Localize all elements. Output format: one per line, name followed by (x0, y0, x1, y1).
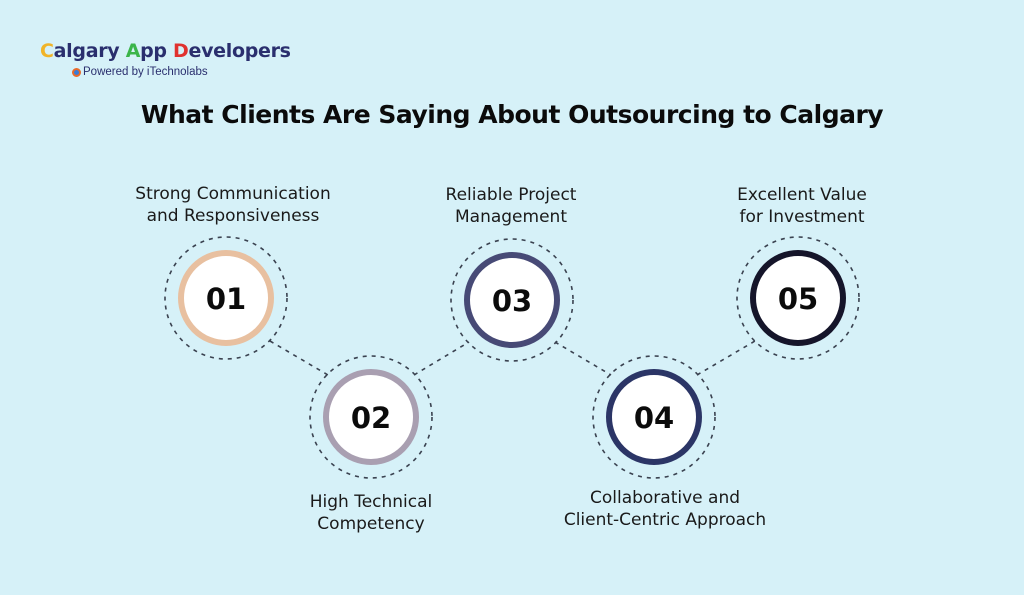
step-03-label: Reliable Project Management (445, 185, 577, 227)
connector-01-02 (269, 340, 329, 376)
step-02-label: High Technical Competency (309, 492, 433, 534)
step-number: 03 (492, 284, 532, 318)
connector-03-04 (554, 341, 612, 376)
logo: Calgary App Developers Powered by iTechn… (40, 40, 291, 78)
step-number: 02 (351, 401, 391, 435)
step-01-label: Strong Communication and Responsiveness (135, 184, 331, 226)
logo-tagline: Powered by iTechnolabs (72, 66, 208, 78)
dashed-ring (736, 236, 860, 360)
number-ring (178, 250, 274, 346)
number-ring (606, 369, 702, 465)
step-03-circle: 03 (450, 238, 574, 362)
number-ring (323, 369, 419, 465)
step-05-label: Excellent Value for Investment (737, 185, 867, 227)
step-01-circle: 01 (164, 236, 288, 360)
step-number: 01 (206, 282, 246, 316)
dashed-ring (309, 355, 433, 479)
connector-04-05 (696, 340, 756, 376)
dashed-ring (592, 355, 716, 479)
step-04-label: Collaborative and Client-Centric Approac… (563, 488, 767, 530)
page-title: What Clients Are Saying About Outsourcin… (140, 100, 884, 129)
step-number: 04 (634, 401, 674, 435)
step-05-circle: 05 (736, 236, 860, 360)
logo-wordmark: Calgary App Developers (40, 40, 291, 62)
dashed-ring (450, 238, 574, 362)
itechnolabs-icon (72, 67, 81, 77)
number-ring (750, 250, 846, 346)
dashed-ring (164, 236, 288, 360)
connector-02-03 (413, 341, 470, 376)
number-ring (464, 252, 560, 348)
step-number: 05 (778, 282, 818, 316)
connector-lines (269, 340, 756, 376)
step-04-circle: 04 (592, 355, 716, 479)
step-02-circle: 02 (309, 355, 433, 479)
